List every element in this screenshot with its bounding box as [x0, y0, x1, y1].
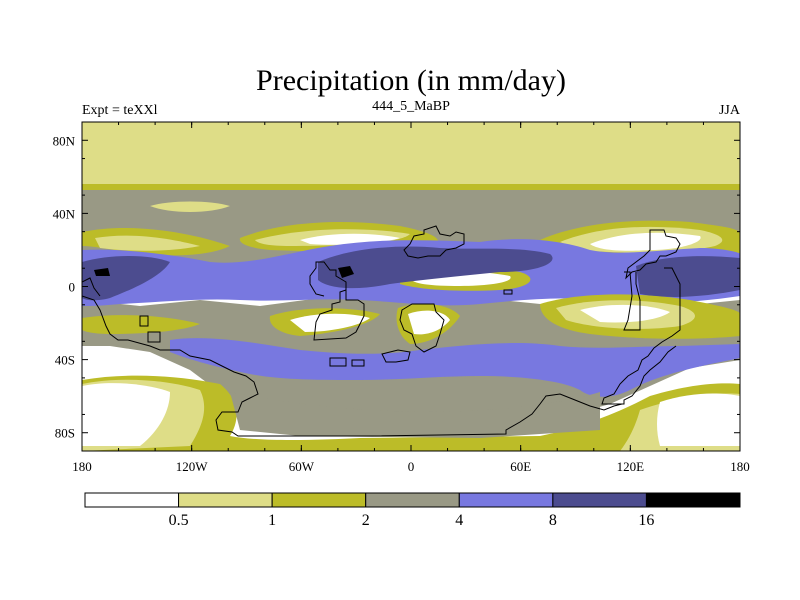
blob-dark-east [636, 256, 740, 297]
coastline-west-pacific [82, 277, 101, 297]
colorbar-box-3 [365, 492, 460, 508]
coastline-east-asia [625, 229, 681, 280]
blob-south-white-africa [408, 310, 450, 335]
colorbar-label: 16 [638, 512, 654, 529]
lon-tick-label: 60E [510, 459, 531, 474]
lon-tick-label: 60W [289, 459, 315, 474]
colorbar-label: 4 [455, 512, 463, 529]
colorbar-box-4 [458, 492, 554, 508]
colorbar: 0.5 1 2 4 8 16 [84, 492, 741, 529]
blob-south-white-east-polar [657, 393, 740, 446]
coastline-antarctica [82, 295, 623, 437]
band-arctic-olive [82, 184, 740, 192]
experiment-label: Expt = teXXl [82, 103, 158, 118]
coastline-small-islands [139, 289, 513, 367]
colorbar-label: 8 [549, 512, 557, 529]
blob-black-west [94, 268, 110, 276]
coastline-australia [601, 267, 681, 405]
lat-tick-label: 40N [53, 206, 76, 221]
blob-south-white-east [580, 304, 670, 323]
lat-tick-label: 40S [55, 353, 75, 368]
lon-tick-label: 120E [617, 459, 645, 474]
lon-tick-label: 120W [176, 459, 209, 474]
coastline-africa [399, 303, 445, 353]
colorbar-label: 0.5 [169, 512, 189, 529]
blob-south-white-center [290, 313, 370, 332]
blob-south-white-west [82, 383, 170, 446]
lon-tick-label: 0 [408, 459, 415, 474]
band-arctic-light [82, 122, 740, 184]
colorbar-box-6 [645, 492, 741, 508]
time-period-label: 444_5_MaBP [372, 99, 450, 114]
blob-south-olive-ring [82, 375, 740, 451]
blob-black-center [338, 266, 354, 278]
coastline-north-central [403, 225, 465, 259]
band-south-blue [170, 338, 740, 397]
precipitation-field [82, 122, 740, 451]
lon-tick-label: 180 [72, 459, 92, 474]
blob-south-olive-west [82, 315, 200, 334]
colorbar-label: 1 [268, 512, 276, 529]
lon-tick-label: 180 [730, 459, 750, 474]
blob-south-gray-antarctic [230, 392, 600, 438]
latitude-axis: 80N 40N 0 40S 80S [53, 121, 740, 452]
lat-tick-label: 0 [69, 280, 76, 295]
coastline-south-america [309, 261, 365, 341]
colorbar-box-2 [271, 492, 367, 508]
longitude-axis: 180 120W 60W 0 60E 120E 180 [72, 122, 750, 474]
colorbar-label: 2 [362, 512, 370, 529]
blob-north-light-small [150, 201, 230, 212]
blob-dark-west [82, 256, 170, 301]
blob-north-light-west [95, 235, 200, 251]
colorbar-box-5 [552, 492, 647, 508]
lat-tick-label: 80N [53, 133, 76, 148]
coastlines [82, 225, 681, 437]
colorbar-box-1 [178, 492, 273, 508]
blob-dark-center [318, 246, 553, 289]
map-title: Precipitation (in mm/day) [256, 64, 566, 97]
colorbar-box-0 [84, 492, 180, 508]
season-label: JJA [719, 103, 741, 118]
lat-tick-label: 80S [55, 426, 75, 441]
